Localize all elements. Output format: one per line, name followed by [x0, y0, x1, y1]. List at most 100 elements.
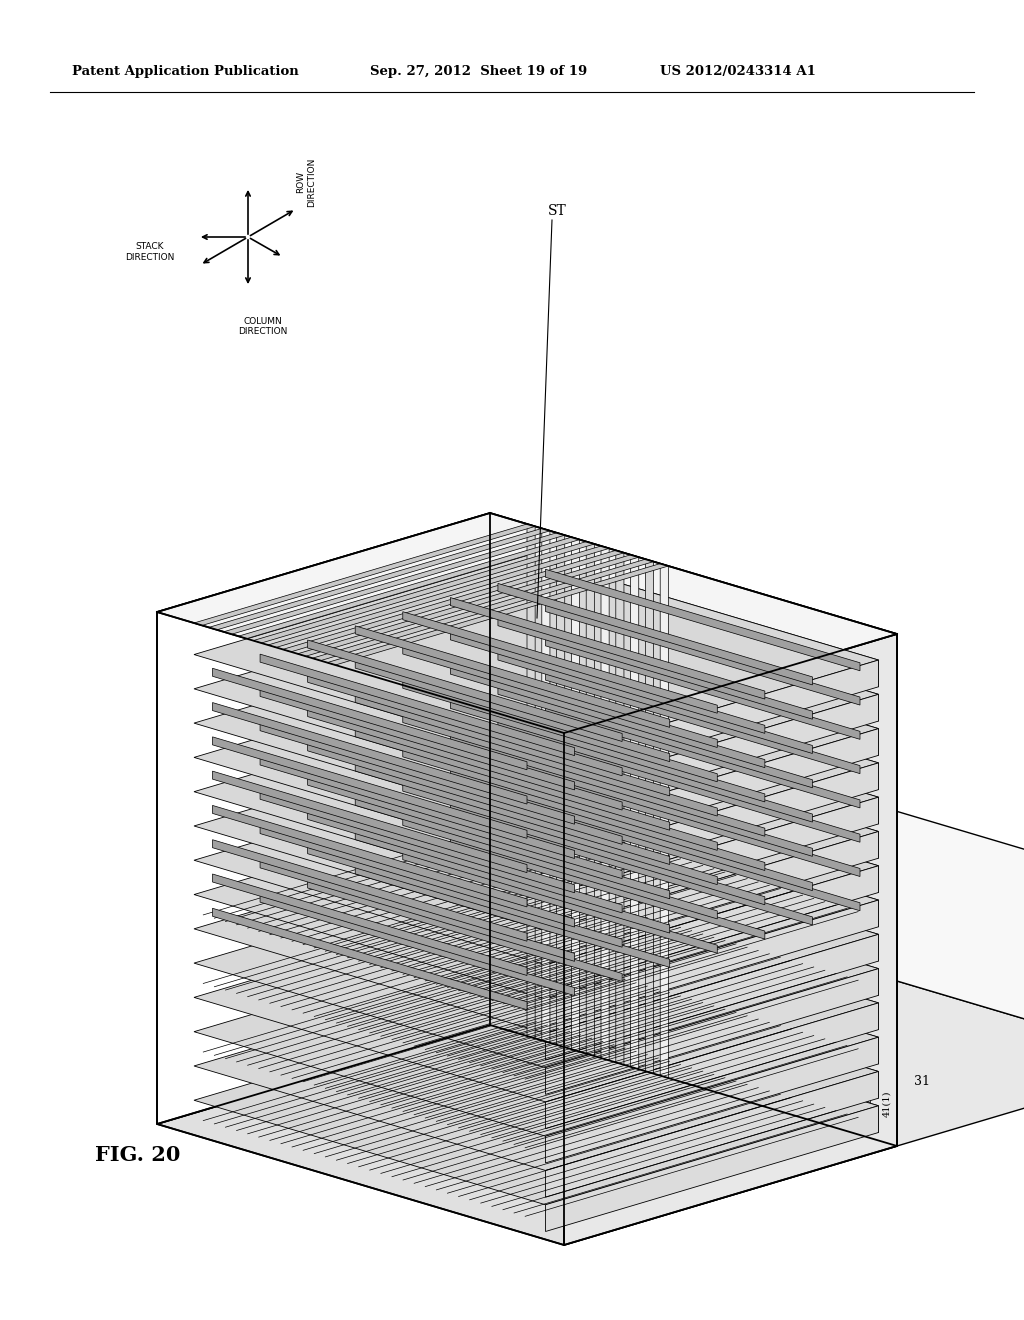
Polygon shape [546, 569, 860, 671]
Polygon shape [213, 771, 527, 873]
Polygon shape [260, 894, 574, 995]
Polygon shape [631, 554, 639, 1069]
Text: 45: 45 [819, 1093, 828, 1105]
Polygon shape [546, 706, 860, 808]
Polygon shape [213, 874, 527, 975]
Polygon shape [546, 969, 879, 1094]
Polygon shape [601, 546, 609, 1060]
Text: FIG. 20: FIG. 20 [95, 1144, 180, 1166]
Polygon shape [194, 727, 879, 931]
Polygon shape [260, 655, 574, 755]
Polygon shape [546, 603, 860, 705]
Polygon shape [194, 590, 879, 793]
Polygon shape [402, 817, 717, 919]
Text: 31: 31 [914, 1074, 930, 1088]
Polygon shape [194, 830, 879, 1034]
Polygon shape [546, 694, 879, 820]
Polygon shape [451, 735, 765, 836]
Polygon shape [239, 537, 580, 639]
Polygon shape [490, 513, 897, 1146]
Text: Patent Application Publication: Patent Application Publication [72, 66, 299, 78]
Polygon shape [527, 796, 879, 927]
Polygon shape [213, 840, 527, 941]
Polygon shape [307, 675, 623, 776]
Polygon shape [260, 756, 574, 858]
Polygon shape [546, 1003, 879, 1129]
Polygon shape [527, 899, 879, 1030]
Polygon shape [564, 634, 897, 1245]
Text: 45: 45 [564, 1093, 573, 1105]
Polygon shape [527, 865, 879, 995]
Polygon shape [194, 1002, 879, 1205]
Polygon shape [157, 513, 897, 733]
Polygon shape [768, 774, 1024, 1064]
Text: ST: ST [548, 205, 566, 218]
Polygon shape [355, 866, 670, 968]
Text: ROW
DIRECTION: ROW DIRECTION [296, 157, 315, 207]
Text: 41(2): 41(2) [864, 1093, 873, 1119]
Polygon shape [546, 809, 860, 911]
Polygon shape [527, 762, 879, 892]
Polygon shape [157, 513, 490, 1125]
Polygon shape [451, 667, 765, 768]
Polygon shape [260, 689, 574, 789]
Polygon shape [527, 624, 879, 755]
Polygon shape [451, 598, 765, 700]
Polygon shape [402, 748, 717, 850]
Polygon shape [194, 865, 879, 1068]
Text: 45: 45 [849, 1093, 858, 1105]
Polygon shape [298, 554, 639, 656]
Polygon shape [557, 533, 565, 1047]
Polygon shape [223, 533, 565, 634]
Polygon shape [527, 590, 879, 721]
Polygon shape [213, 805, 527, 907]
Text: 71: 71 [471, 766, 488, 780]
Polygon shape [307, 880, 623, 982]
Polygon shape [527, 556, 879, 686]
Polygon shape [451, 701, 765, 803]
Polygon shape [209, 528, 550, 630]
Polygon shape [586, 541, 594, 1056]
Polygon shape [402, 714, 717, 816]
Text: 41(N-1): 41(N-1) [535, 1086, 544, 1125]
Polygon shape [402, 783, 717, 884]
Polygon shape [571, 537, 580, 1052]
Polygon shape [194, 968, 879, 1171]
Polygon shape [253, 541, 594, 643]
Polygon shape [527, 727, 879, 858]
Polygon shape [451, 804, 765, 904]
Polygon shape [355, 797, 670, 899]
Polygon shape [645, 560, 653, 1073]
Polygon shape [402, 851, 717, 953]
Polygon shape [527, 1002, 879, 1133]
Polygon shape [260, 825, 574, 927]
Text: 45: 45 [553, 1093, 561, 1105]
Polygon shape [402, 645, 717, 747]
Polygon shape [546, 638, 860, 739]
Polygon shape [451, 632, 765, 734]
Polygon shape [527, 524, 536, 1039]
Polygon shape [157, 1026, 897, 1245]
Polygon shape [527, 968, 879, 1098]
Polygon shape [213, 908, 527, 1010]
Polygon shape [546, 900, 879, 1026]
Polygon shape [527, 933, 879, 1064]
Polygon shape [546, 1038, 879, 1163]
Polygon shape [402, 680, 717, 781]
Polygon shape [546, 1072, 879, 1197]
Polygon shape [660, 564, 669, 1078]
Polygon shape [312, 560, 653, 660]
Polygon shape [283, 550, 624, 652]
Polygon shape [194, 659, 879, 862]
Polygon shape [307, 812, 623, 913]
Polygon shape [546, 741, 860, 842]
Polygon shape [213, 668, 527, 770]
Polygon shape [546, 763, 879, 888]
Text: STACK
DIRECTION: STACK DIRECTION [125, 243, 175, 261]
Polygon shape [355, 660, 670, 762]
Polygon shape [194, 693, 879, 896]
Polygon shape [498, 789, 812, 891]
Polygon shape [307, 846, 623, 948]
Polygon shape [498, 824, 812, 925]
Text: - - - - - -: - - - - - - [655, 1100, 690, 1109]
